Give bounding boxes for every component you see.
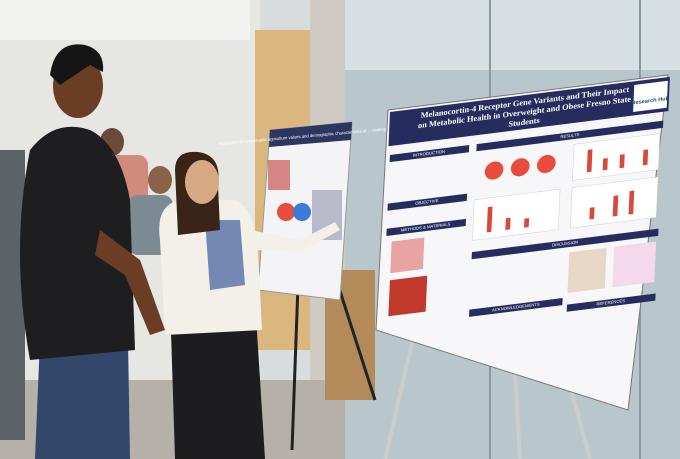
section-bar bbox=[386, 218, 466, 236]
easel-leg bbox=[513, 369, 522, 459]
poster-bar-shape bbox=[628, 190, 635, 215]
section-header: INTRODUCTION bbox=[413, 149, 445, 158]
pie-icon bbox=[510, 158, 530, 177]
poster-figure bbox=[572, 133, 661, 181]
poster-bar-shape bbox=[612, 195, 619, 217]
easel-leg bbox=[290, 284, 300, 451]
person-head bbox=[148, 166, 172, 194]
section-header: DISCUSSION bbox=[552, 240, 578, 248]
poster-figure bbox=[472, 188, 561, 241]
poster-image bbox=[567, 247, 607, 293]
logo-box bbox=[633, 80, 668, 112]
pie-charts bbox=[484, 154, 556, 180]
section-header: OBJECTIVE bbox=[415, 198, 439, 206]
poster-image bbox=[612, 241, 657, 288]
pie-icon bbox=[484, 161, 504, 180]
woman-face bbox=[185, 160, 219, 204]
man-arm bbox=[95, 230, 165, 335]
section-header: ACKNOWLEDGEMENTS bbox=[492, 302, 540, 313]
ceiling bbox=[0, 0, 250, 40]
poster-bar-shape bbox=[486, 206, 493, 233]
section-header: REFERENCES bbox=[596, 298, 625, 307]
pie-icon bbox=[277, 203, 295, 221]
man-hair bbox=[50, 44, 104, 85]
man-jeans bbox=[35, 340, 130, 459]
poster-content: Melanocortin-4 Receptor Gene Variants an… bbox=[386, 76, 670, 317]
section-bar bbox=[476, 120, 664, 152]
section-header: METHODS & MATERIALS bbox=[401, 221, 451, 232]
poster-header bbox=[388, 76, 670, 147]
left-poster-header bbox=[269, 122, 352, 147]
pie-icon bbox=[293, 203, 311, 221]
poster-bar-shape bbox=[602, 158, 608, 171]
woman-arm bbox=[250, 222, 340, 252]
man-shirt bbox=[20, 126, 135, 361]
easel-leg bbox=[383, 329, 417, 459]
poster-bar-shape bbox=[589, 207, 595, 220]
person-edge bbox=[0, 150, 25, 440]
woman-top bbox=[205, 220, 245, 290]
poster-bar-shape bbox=[619, 154, 625, 169]
poster-image bbox=[388, 275, 428, 317]
section-bar bbox=[469, 297, 563, 317]
poster-block bbox=[268, 160, 290, 190]
poster-bar-shape bbox=[642, 149, 649, 166]
woman-pants bbox=[170, 300, 265, 459]
glass-upper bbox=[345, 0, 680, 70]
poster-bar-shape bbox=[505, 217, 511, 230]
section-bar bbox=[566, 293, 656, 312]
poster-block bbox=[390, 237, 425, 274]
section-bar bbox=[471, 228, 659, 260]
pie-icon bbox=[537, 154, 556, 174]
poster-bar-shape bbox=[586, 149, 593, 173]
logo-text: Research Hub bbox=[631, 96, 669, 107]
easel-leg bbox=[568, 384, 592, 459]
section-header: RESULTS bbox=[560, 132, 579, 139]
section-bar bbox=[387, 193, 468, 211]
section-bar bbox=[389, 145, 470, 163]
poster-bar-shape bbox=[524, 218, 530, 228]
